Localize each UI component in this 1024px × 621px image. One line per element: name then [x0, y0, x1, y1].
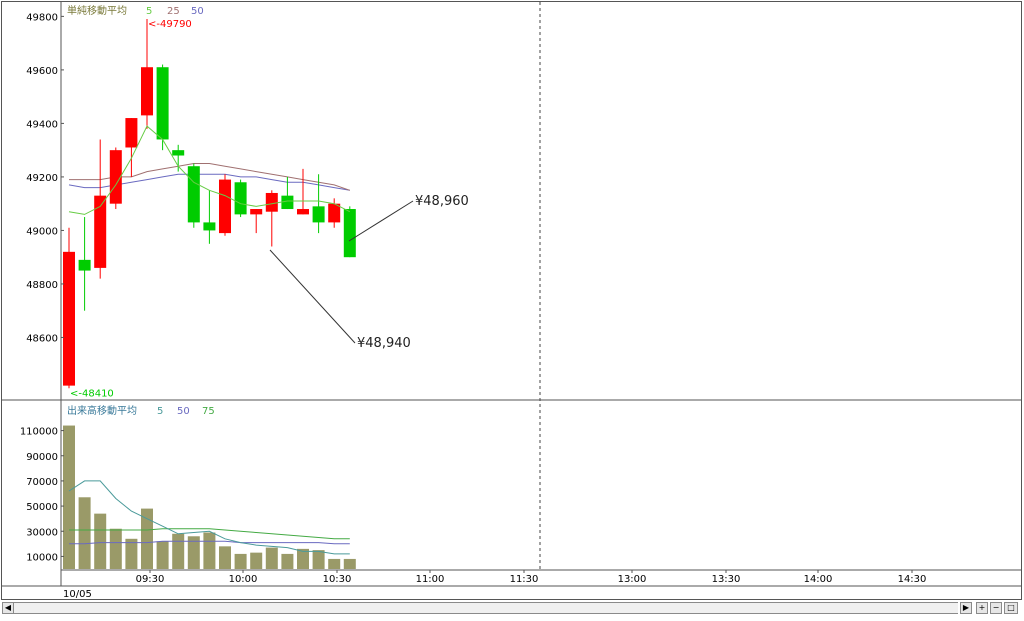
x-tick-label: 10:30: [323, 574, 352, 585]
candle-body: [172, 150, 185, 156]
price-tick-label: 49200: [26, 173, 58, 184]
reset-view-button[interactable]: □: [1004, 602, 1018, 614]
scrollbar-track[interactable]: [14, 602, 958, 614]
price-tick-label: 49600: [26, 66, 58, 77]
price-annotation: ¥48,960: [415, 194, 469, 209]
volume-bar: [187, 536, 200, 569]
volume-bar: [281, 553, 294, 569]
price-annotation: ¥48,940: [357, 336, 411, 351]
candle-body: [109, 150, 122, 204]
volume-legend-period: 75: [202, 406, 215, 417]
volume-bar: [78, 497, 91, 569]
price-tick-label: 49400: [26, 119, 58, 130]
volume-tick-label: 10000: [26, 552, 58, 563]
volume-bar: [343, 558, 356, 569]
volume-legend-period: 50: [177, 406, 190, 417]
volume-bar: [156, 541, 169, 569]
candle-body: [203, 222, 216, 231]
x-tick-label: 10:00: [229, 574, 258, 585]
volume-tick-label: 70000: [26, 477, 58, 488]
volume-tick-label: 90000: [26, 452, 58, 463]
candle-body: [94, 195, 107, 268]
candle-body: [265, 192, 278, 212]
candle-body: [343, 209, 356, 258]
price-legend-title: 単純移動平均: [67, 4, 127, 17]
volume-tick-label: 50000: [26, 502, 58, 513]
candle-body: [141, 67, 153, 116]
x-tick-label: 11:00: [416, 574, 445, 585]
x-tick-label: 13:30: [712, 574, 741, 585]
volume-bar: [250, 552, 263, 569]
zoom-in-button[interactable]: +: [976, 602, 988, 614]
high-price-label: <-49790: [148, 19, 192, 30]
candle-body: [125, 118, 138, 148]
price-legend-period: 25: [167, 6, 180, 17]
price-legend-period: 5: [146, 6, 152, 17]
volume-bar: [125, 538, 138, 569]
volume-legend-period: 5: [157, 406, 163, 417]
volume-bar: [94, 513, 107, 569]
outer-frame: [1, 1, 1022, 600]
candle-body: [234, 182, 247, 215]
price-tick-label: 49000: [26, 226, 58, 237]
zoom-out-button[interactable]: −: [990, 602, 1002, 614]
volume-bar: [63, 425, 75, 569]
price-tick-label: 48800: [26, 280, 58, 291]
annotation-leader-line: [348, 200, 414, 242]
volume-bar: [141, 508, 153, 569]
volume-bar: [219, 546, 231, 569]
x-tick-label: 09:30: [136, 574, 165, 585]
price-legend-period: 50: [191, 6, 204, 17]
volume-ma5-line: [68, 480, 350, 555]
price-tick-label: 48600: [26, 333, 58, 344]
volume-bar: [265, 547, 278, 569]
price-tick-label: 49800: [26, 12, 58, 23]
x-tick-label: 14:30: [898, 574, 927, 585]
volume-ma75-line: [69, 528, 350, 540]
candle-body: [312, 206, 325, 223]
volume-bar: [297, 548, 309, 569]
candle-body: [281, 195, 294, 210]
volume-bar: [109, 528, 122, 569]
volume-tick-label: 30000: [26, 527, 58, 538]
volume-bar: [172, 533, 185, 569]
candle-body: [297, 209, 309, 215]
candle-body: [219, 179, 231, 234]
volume-tick-label: 110000: [20, 427, 58, 438]
candle-body: [250, 209, 263, 215]
date-label: 10/05: [63, 589, 92, 600]
x-tick-label: 13:00: [618, 574, 647, 585]
candle-body: [156, 67, 169, 140]
low-price-label: <-48410: [70, 388, 114, 399]
volume-bar: [203, 532, 216, 569]
candle-body: [187, 166, 200, 223]
candle-body: [328, 203, 341, 223]
volume-bar: [234, 553, 247, 569]
ma5-line: [68, 125, 351, 215]
candle-body: [78, 259, 91, 271]
scroll-right-arrow-icon[interactable]: ▶: [960, 602, 972, 614]
x-tick-label: 11:30: [510, 574, 539, 585]
scroll-left-arrow-icon[interactable]: ◀: [2, 602, 14, 614]
annotation-leader-line: [269, 249, 356, 344]
volume-bar: [328, 558, 341, 569]
volume-bar: [312, 550, 325, 569]
x-tick-label: 14:00: [804, 574, 833, 585]
volume-legend-title: 出来高移動平均: [67, 404, 137, 417]
candle-body: [63, 251, 75, 386]
volume-ma50-line: [69, 540, 350, 545]
